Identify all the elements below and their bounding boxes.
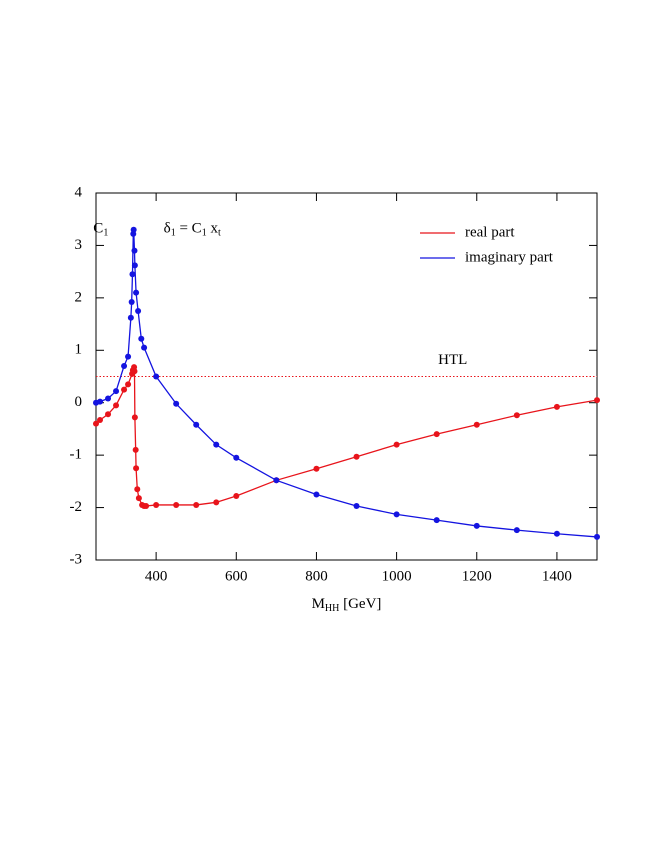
legend-label: real part: [465, 224, 515, 240]
data-point: [153, 373, 160, 380]
x-tick-label: 800: [305, 568, 328, 584]
data-point: [121, 386, 128, 393]
x-tick-label: 1000: [382, 568, 412, 584]
text-part: 1: [202, 228, 207, 239]
data-point: [153, 501, 160, 508]
data-point: [133, 289, 140, 296]
data-point: [553, 403, 560, 410]
data-point: [125, 353, 132, 360]
y-tick-label: 2: [75, 289, 83, 305]
x-tick-label: 1200: [462, 568, 492, 584]
rich-text: C1: [93, 221, 108, 239]
text-part: δ: [164, 221, 171, 237]
text-part: = C: [176, 221, 202, 237]
data-point: [213, 441, 220, 448]
x-axis-label: MHH [GeV]: [312, 596, 382, 614]
data-point: [141, 344, 148, 351]
data-point: [193, 421, 200, 428]
data-point: [594, 533, 600, 540]
data-point: [138, 335, 145, 342]
data-point: [129, 271, 136, 278]
data-point: [128, 299, 135, 306]
data-point: [131, 262, 138, 269]
data-point: [127, 314, 134, 321]
data-point: [473, 421, 480, 428]
data-point: [131, 414, 138, 421]
data-point: [132, 446, 139, 453]
data-point: [313, 465, 320, 472]
data-point: [133, 465, 140, 472]
reference-label: HTL: [438, 352, 467, 368]
data-point: [353, 453, 360, 460]
data-point: [273, 477, 280, 484]
data-point: [97, 417, 104, 424]
data-point: [553, 530, 560, 537]
data-point: [113, 402, 120, 409]
data-point: [233, 454, 240, 461]
rich-text: δ1 = C1 xt: [164, 221, 221, 239]
data-point: [143, 502, 150, 509]
x-tick-label: 1400: [542, 568, 572, 584]
data-point: [130, 226, 137, 233]
y-tick-label: 1: [75, 342, 83, 358]
data-point: [173, 501, 180, 508]
data-point: [393, 441, 400, 448]
data-point: [121, 363, 128, 370]
x-tick-label: 400: [145, 568, 168, 584]
data-point: [125, 381, 132, 388]
text-part: M: [312, 596, 325, 612]
data-point: [513, 412, 520, 419]
data-point: [594, 397, 600, 404]
y-tick-label: -2: [70, 499, 83, 515]
y-tick-label: -1: [70, 447, 83, 463]
data-point: [131, 247, 138, 254]
y-tick-label: 3: [75, 237, 83, 253]
data-point: [105, 411, 112, 418]
text-part: x: [207, 221, 219, 237]
series-line: [95, 229, 598, 538]
data-point: [473, 522, 480, 529]
data-point: [313, 491, 320, 498]
data-point: [131, 368, 138, 375]
text-part: [GeV]: [339, 596, 381, 612]
x-tick-label: 600: [225, 568, 248, 584]
data-point: [213, 499, 220, 506]
data-point: [134, 486, 141, 493]
data-point: [113, 388, 120, 395]
y-tick-label: 4: [75, 184, 83, 200]
text-part: 1: [171, 228, 176, 239]
data-point: [393, 511, 400, 518]
data-point: [433, 431, 440, 438]
data-point: [193, 501, 200, 508]
text-part: 1: [103, 228, 108, 239]
text-part: t: [218, 228, 221, 239]
data-point: [173, 400, 180, 407]
legend-label: imaginary part: [465, 249, 554, 265]
y-tick-label: -3: [70, 551, 83, 567]
data-point: [135, 307, 142, 314]
text-part: C: [93, 221, 103, 237]
data-point: [93, 420, 99, 427]
series-line: [95, 366, 598, 507]
data-point: [97, 398, 104, 405]
y-tick-label: 0: [75, 394, 83, 410]
data-point: [433, 517, 440, 524]
data-point: [135, 495, 142, 502]
text-part: HH: [325, 603, 339, 614]
data-point: [233, 493, 240, 500]
data-point: [353, 502, 360, 509]
data-point: [105, 395, 112, 402]
data-point: [513, 527, 520, 534]
